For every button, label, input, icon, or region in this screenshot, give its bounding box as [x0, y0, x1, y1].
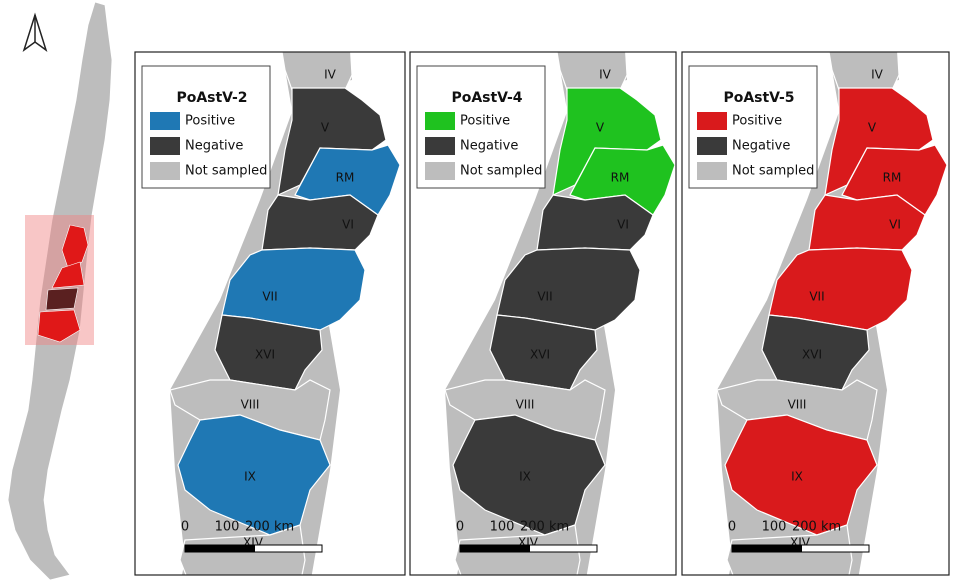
region-label: IV: [599, 68, 612, 82]
scale-label: 200 km: [792, 520, 841, 535]
region: [808, 194, 926, 251]
legend-swatch: [697, 137, 727, 155]
region-label: IV: [324, 68, 337, 82]
region: [294, 144, 401, 216]
overview-map: [7, 1, 113, 581]
legend-swatch: [697, 112, 727, 130]
legend-title: PoAstV-2: [176, 90, 247, 106]
legend-title: PoAstV-5: [723, 90, 794, 106]
legend-swatch: [697, 162, 727, 180]
map-panel: IVVRMVIVIIXVIVIIIIXXIVPoAstV-2PositiveNe…: [134, 51, 406, 576]
legend-title: PoAstV-4: [451, 90, 522, 106]
legend-swatch: [425, 112, 455, 130]
legend-label: Not sampled: [460, 164, 542, 179]
legend-swatch: [150, 162, 180, 180]
legend-label: Negative: [185, 139, 243, 154]
scale-bar-black: [732, 545, 802, 552]
region-label: XVI: [530, 348, 550, 362]
scale-label: 0: [728, 520, 736, 535]
region-label: V: [596, 121, 605, 135]
scale-label: 0: [456, 520, 464, 535]
region: [281, 52, 353, 91]
overview-region: [37, 309, 81, 343]
legend-label: Positive: [732, 114, 782, 129]
region: [536, 194, 654, 251]
panel-frame: [409, 51, 677, 576]
overview-region: [61, 224, 89, 269]
region: [214, 314, 323, 391]
region: [768, 247, 913, 331]
legend-label: Negative: [732, 139, 790, 154]
legend-swatch: [425, 137, 455, 155]
region-label: RM: [883, 171, 902, 185]
region-label: IX: [244, 470, 256, 484]
region-label: RM: [336, 171, 355, 185]
legend-label: Negative: [460, 139, 518, 154]
region-label: VIII: [788, 398, 807, 412]
scale-label: 200 km: [245, 520, 294, 535]
region-label: IX: [519, 470, 531, 484]
region: [221, 247, 366, 331]
region-label: VII: [537, 290, 552, 304]
scale-bar-black: [460, 545, 530, 552]
legend-label: Not sampled: [185, 164, 267, 179]
scale-label: 100: [490, 520, 515, 535]
region-label: IX: [791, 470, 803, 484]
region: [569, 144, 676, 216]
region: [828, 52, 900, 91]
region: [261, 194, 379, 251]
scale-label: 0: [181, 520, 189, 535]
legend-label: Not sampled: [732, 164, 814, 179]
region: [556, 52, 628, 91]
scale-label: 200 km: [520, 520, 569, 535]
map-panel: IVVRMVIVIIXVIVIIIIXXIVPoAstV-4PositiveNe…: [409, 51, 677, 576]
legend-swatch: [150, 137, 180, 155]
region-label: V: [321, 121, 330, 135]
region-label: RM: [611, 171, 630, 185]
region-label: VI: [342, 218, 354, 232]
scale-label: 100: [215, 520, 240, 535]
region: [496, 247, 641, 331]
map-panel: IVVRMVIVIIXVIVIIIIXXIVPoAstV-5PositiveNe…: [681, 51, 950, 576]
region-label: V: [868, 121, 877, 135]
region: [761, 314, 870, 391]
region-label: IV: [871, 68, 884, 82]
region-label: VII: [809, 290, 824, 304]
panel-frame: [681, 51, 950, 576]
region-label: XVI: [255, 348, 275, 362]
scale-label: 100: [762, 520, 787, 535]
legend-swatch: [150, 112, 180, 130]
region-label: VII: [262, 290, 277, 304]
region-label: VIII: [241, 398, 260, 412]
scale-bar-black: [185, 545, 255, 552]
panel-frame: [134, 51, 406, 576]
region-label: VI: [617, 218, 629, 232]
region-label: VI: [889, 218, 901, 232]
region: [841, 144, 948, 216]
legend-label: Positive: [185, 114, 235, 129]
legend-label: Positive: [460, 114, 510, 129]
legend-swatch: [425, 162, 455, 180]
region-label: XVI: [802, 348, 822, 362]
overview-region: [45, 287, 79, 311]
overview-region: [51, 261, 85, 289]
region: [489, 314, 598, 391]
region-label: VIII: [516, 398, 535, 412]
